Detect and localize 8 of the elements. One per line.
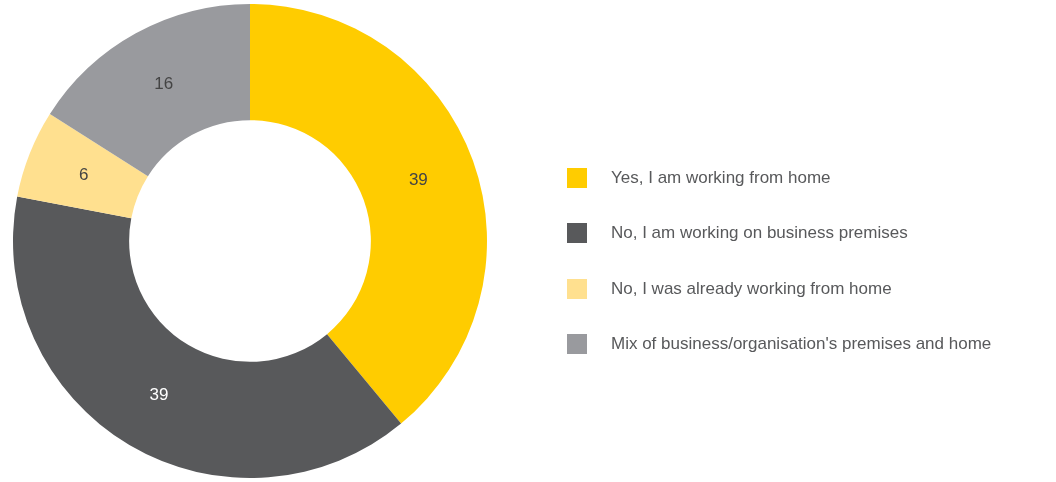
data-label: 6 (78, 164, 89, 184)
data-label: 39 (149, 384, 169, 404)
data-label: 16 (154, 73, 174, 93)
legend-label: No, I was already working from home (611, 278, 892, 299)
data-label: 39 (408, 170, 428, 190)
legend-label: Yes, I am working from home (611, 167, 831, 188)
legend-label: No, I am working on business premises (611, 223, 908, 244)
legend-label: Mix of business/organisation's premises and home (611, 334, 992, 355)
